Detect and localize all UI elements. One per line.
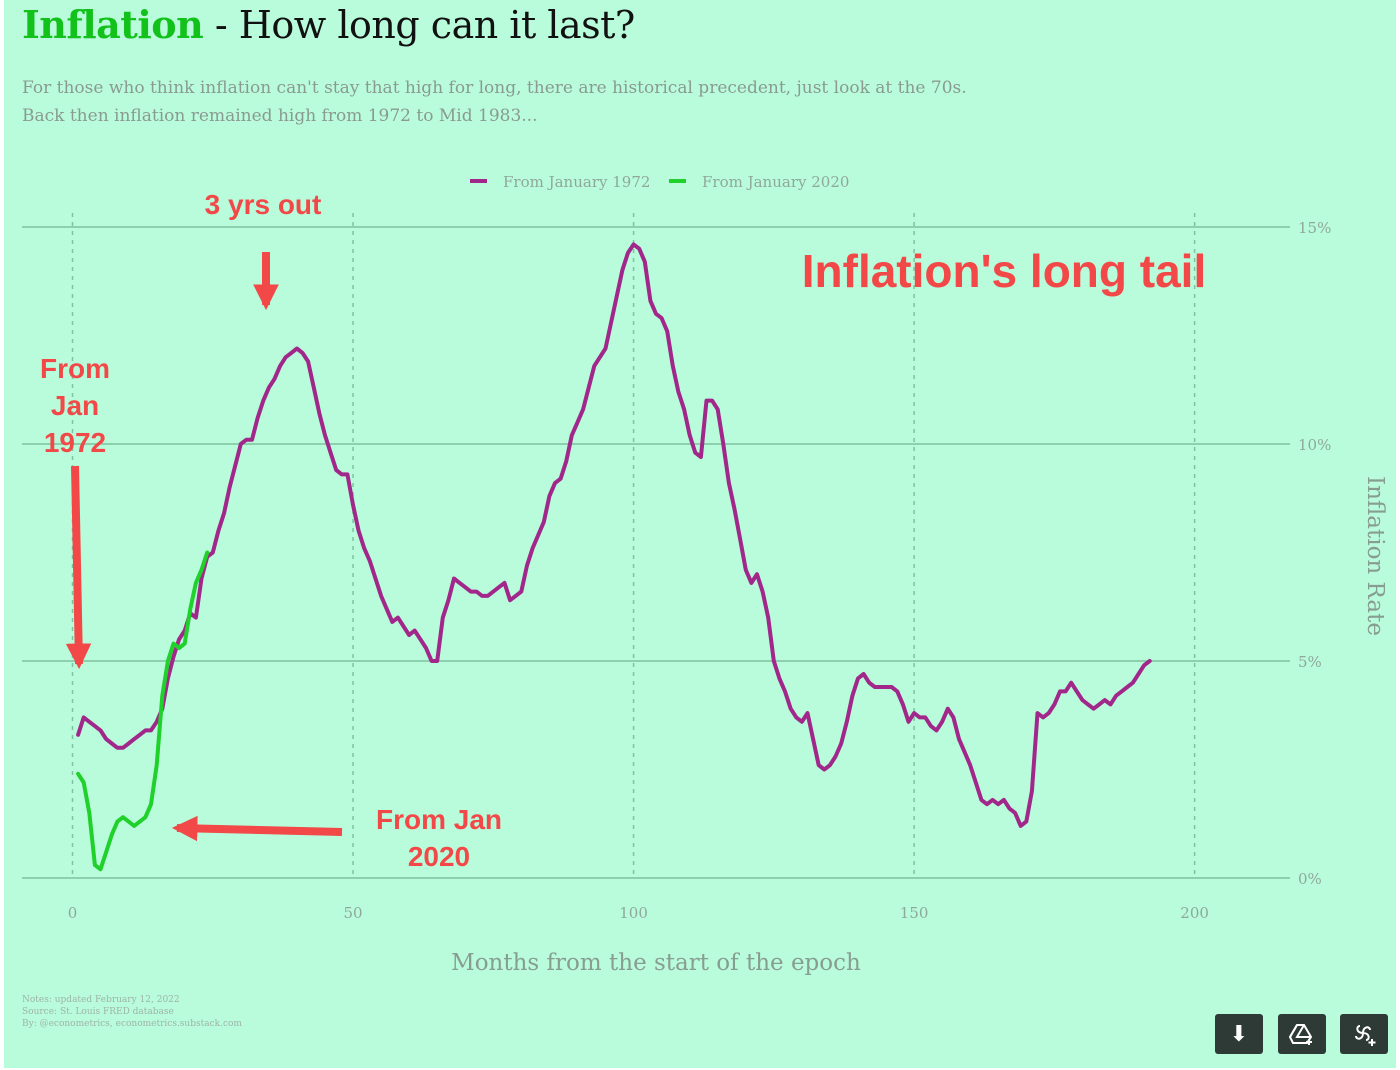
annotation-3-yrs-out: 3 yrs out [205, 189, 322, 220]
legend: From January 1972 From January 2020 [470, 173, 849, 191]
annotation-from-jan-1972-line-1: From [40, 353, 110, 384]
pinwheel-icon [1355, 1025, 1376, 1046]
title-rest: - How long can it last? [203, 3, 635, 47]
y-axis-ticks: 0% 5% 10% 15% [1298, 219, 1331, 888]
notes-source: Source: St. Louis FRED database [22, 1007, 174, 1017]
x-tick-label: 150 [900, 904, 929, 922]
y-axis-title: Inflation Rate [1362, 476, 1388, 636]
annotation-from-jan-1972-line-2: Jan [51, 390, 99, 421]
drive-add-icon [1289, 1024, 1313, 1045]
annotation-from-jan-2020-line-2: 2020 [408, 841, 470, 872]
notes-updated: Notes: updated February 12, 2022 [22, 995, 180, 1005]
x-tick-label: 50 [343, 904, 362, 922]
x-axis-ticks: 0 50 100 150 200 [68, 904, 1209, 922]
notes-by: By: @econometrics, econometrics.substack… [22, 1019, 242, 1029]
annotation-from-jan-2020-line-1: From Jan [376, 804, 502, 835]
chart-notes: Notes: updated February 12, 2022 Source:… [22, 994, 242, 1030]
subtitle-line-2: Back then inflation remained high from 1… [22, 106, 538, 126]
arrow-from-jan-1972 [65, 465, 92, 670]
y-tick-label: 15% [1298, 219, 1331, 237]
arrow-from-jan-2020 [171, 815, 343, 842]
x-tick-label: 100 [619, 904, 648, 922]
pin-button[interactable] [1340, 1014, 1388, 1054]
x-tick-label: 0 [68, 904, 78, 922]
annotation-long-tail: Inflation's long tail [802, 245, 1206, 297]
legend-label-1: From January 2020 [702, 173, 849, 191]
y-tick-label: 5% [1298, 653, 1322, 671]
x-tick-label: 200 [1180, 904, 1209, 922]
download-icon: ⬇ [1229, 1021, 1249, 1047]
series-lines [76, 242, 1152, 872]
y-tick-label: 10% [1298, 436, 1331, 454]
horizontal-gridlines [22, 226, 1290, 879]
legend-label-0: From January 1972 [503, 173, 650, 191]
series-line-1 [76, 550, 210, 872]
page-title: Inflation - How long can it last? [22, 2, 635, 47]
x-axis-title: Months from the start of the epoch [451, 950, 861, 976]
title-highlight: Inflation [22, 2, 204, 47]
series-line-0 [76, 242, 1152, 828]
download-button[interactable]: ⬇ [1215, 1014, 1263, 1054]
subtitle-line-1: For those who think inflation can't stay… [22, 78, 967, 98]
annotation-from-jan-1972-line-3: 1972 [44, 427, 106, 458]
chart-background [4, 0, 1396, 1068]
y-tick-label: 0% [1298, 870, 1322, 888]
save-to-drive-button[interactable] [1278, 1014, 1326, 1054]
vertical-gridlines [71, 213, 1196, 878]
